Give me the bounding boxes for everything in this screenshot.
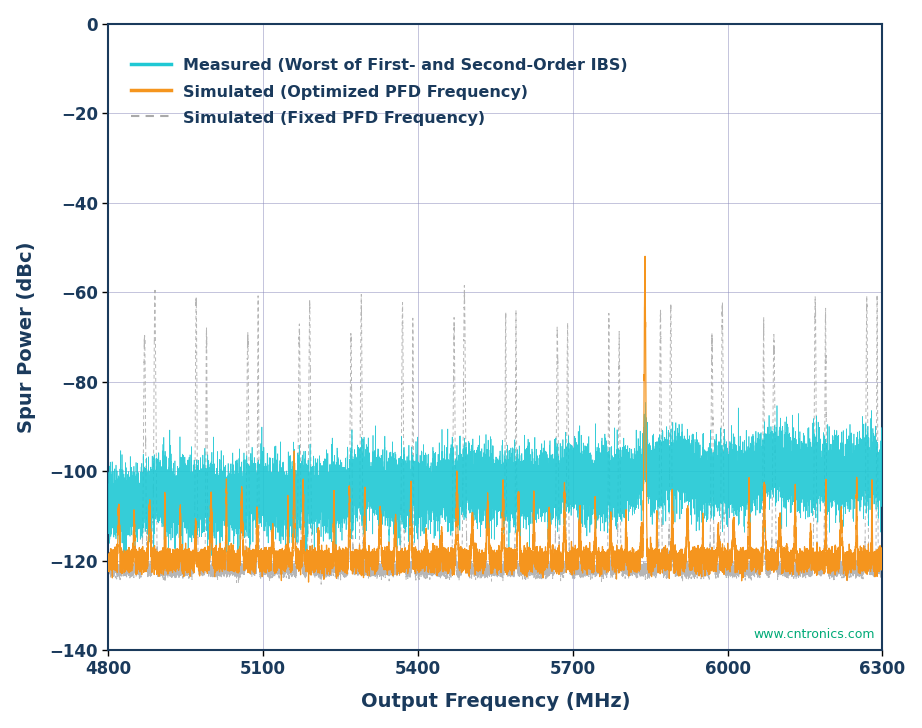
Y-axis label: Spur Power (dBc): Spur Power (dBc) bbox=[17, 241, 36, 432]
X-axis label: Output Frequency (MHz): Output Frequency (MHz) bbox=[361, 692, 630, 711]
Legend: Measured (Worst of First- and Second-Order IBS), Simulated (Optimized PFD Freque: Measured (Worst of First- and Second-Ord… bbox=[124, 50, 634, 132]
Text: www.cntronics.com: www.cntronics.com bbox=[753, 628, 875, 641]
